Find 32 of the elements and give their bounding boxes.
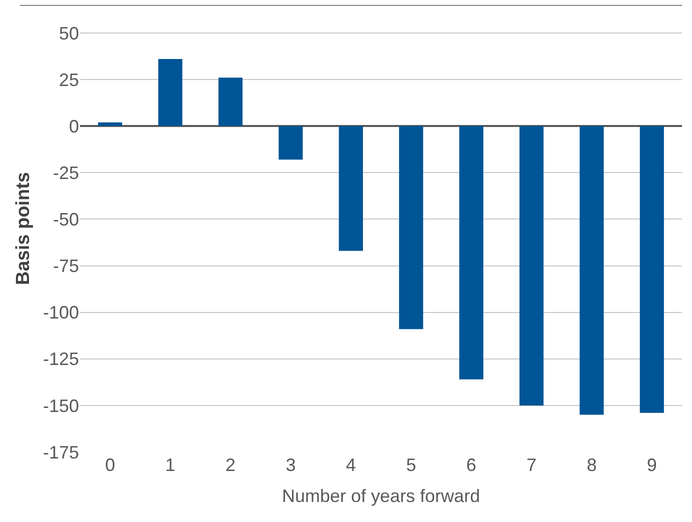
x-tick-label: 3 <box>286 455 296 475</box>
y-axis-title: Basis points <box>12 172 34 285</box>
bar <box>218 78 243 126</box>
y-tick-label: -125 <box>42 349 79 370</box>
x-tick-label: 1 <box>165 455 176 475</box>
y-tick-label: -100 <box>42 302 79 323</box>
x-tick-label: 2 <box>225 455 236 475</box>
y-tick-label: -175 <box>42 442 79 462</box>
bar <box>640 126 664 413</box>
bar <box>338 126 363 251</box>
bar <box>98 122 122 126</box>
bar <box>278 126 303 160</box>
y-tick-label: -25 <box>52 162 79 183</box>
bar <box>580 126 604 415</box>
x-tick-label: 9 <box>646 455 657 475</box>
bar <box>399 126 424 330</box>
x-axis-title: Number of years forward <box>282 486 480 506</box>
y-tick-label: -50 <box>52 209 79 230</box>
x-tick-label: 6 <box>466 455 476 475</box>
bar <box>519 126 544 406</box>
y-tick-label: -150 <box>42 396 79 416</box>
y-tick-label: 0 <box>68 116 79 136</box>
x-tick-label: 4 <box>346 455 356 475</box>
x-tick-label: 0 <box>105 455 116 475</box>
bar <box>459 126 484 380</box>
bar <box>158 59 182 126</box>
x-tick-label: 8 <box>586 455 597 475</box>
x-tick-label: 7 <box>526 455 537 475</box>
y-tick-label: -75 <box>52 256 79 276</box>
x-tick-label: 5 <box>406 455 416 475</box>
y-tick-label: 25 <box>58 70 79 90</box>
y-tick-label: 50 <box>58 23 79 44</box>
